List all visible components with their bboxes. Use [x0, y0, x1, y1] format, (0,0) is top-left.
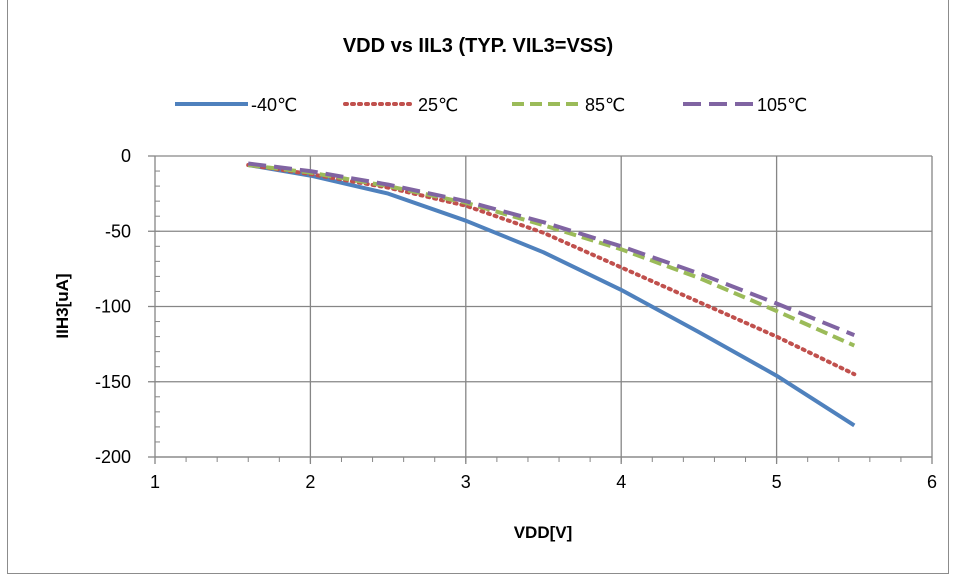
- x-tick-label: 3: [461, 472, 471, 492]
- series-group: [246, 161, 857, 428]
- series-line: [247, 163, 856, 428]
- x-tick-label: 4: [616, 472, 626, 492]
- axes: [148, 155, 933, 464]
- series-line: [247, 163, 856, 348]
- legend-label: 25℃: [418, 95, 458, 115]
- legend-label: 105℃: [757, 95, 807, 115]
- x-tick-label: 6: [927, 472, 937, 492]
- legend-label: 85℃: [585, 95, 625, 115]
- x-tick-label: 2: [305, 472, 315, 492]
- y-tick-label: 0: [121, 146, 131, 166]
- legend-label: -40℃: [251, 95, 297, 115]
- series-line: [246, 163, 857, 377]
- chart-title: VDD vs IIL3 (TYP. VIL3=VSS): [343, 35, 613, 57]
- gridlines: [155, 155, 933, 458]
- y-tick-label: -50: [105, 221, 131, 241]
- y-tick-label: -200: [95, 447, 131, 467]
- legend: -40℃ 25℃ 85℃ 105℃: [175, 95, 807, 115]
- x-tick-label: 1: [150, 472, 160, 492]
- y-tick-label: -150: [95, 372, 131, 392]
- tick-labels: 1 2 3 4 5 6 0 -50 -100 -150 -200: [95, 146, 937, 492]
- y-axis-title: IIH3[uA]: [53, 273, 72, 338]
- x-axis-title: VDD[V]: [514, 523, 573, 542]
- x-tick-label: 5: [772, 472, 782, 492]
- y-tick-label: -100: [95, 297, 131, 317]
- series-line: [247, 161, 856, 337]
- chart-frame: [7, 0, 949, 574]
